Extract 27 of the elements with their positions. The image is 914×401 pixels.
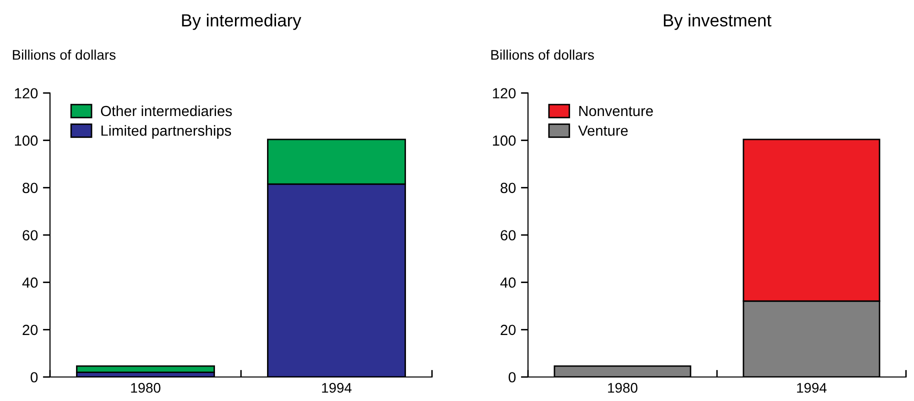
y-tick-label: 20 xyxy=(22,324,38,336)
x-tick-label: 1980 xyxy=(131,382,160,393)
y-axis-title: Billions of dollars xyxy=(12,50,116,60)
legend-label: Other intermediaries xyxy=(100,105,232,116)
y-tick-label: 0 xyxy=(30,372,38,382)
x-tick-label: 1994 xyxy=(322,382,352,393)
x-tick-label: 1980 xyxy=(608,382,638,393)
y-tick-label: 60 xyxy=(22,230,38,240)
legend-label: Nonventure xyxy=(579,106,653,116)
chart-title: By investment xyxy=(664,14,772,30)
legend-label: Limited partnerships xyxy=(101,125,232,139)
y-tick-label: 80 xyxy=(500,182,516,194)
y-tick-label: 100 xyxy=(492,135,516,146)
y-tick-label: 20 xyxy=(500,324,516,336)
y-axis-title: Billions of dollars xyxy=(491,50,594,60)
y-tick-label: 80 xyxy=(22,182,38,194)
y-tick-label: 40 xyxy=(500,277,516,288)
y-tick-label: 60 xyxy=(500,230,516,240)
y-tick-label: 40 xyxy=(22,277,38,288)
chart-title: By intermediary xyxy=(182,14,302,30)
y-tick-label: 120 xyxy=(492,88,516,98)
y-tick-label: 100 xyxy=(14,135,38,146)
y-tick-label: 120 xyxy=(14,88,38,98)
x-tick-label: 1994 xyxy=(797,382,827,393)
y-tick-label: 0 xyxy=(508,372,516,382)
bar xyxy=(76,365,215,373)
legend-label: Venture xyxy=(578,126,628,136)
